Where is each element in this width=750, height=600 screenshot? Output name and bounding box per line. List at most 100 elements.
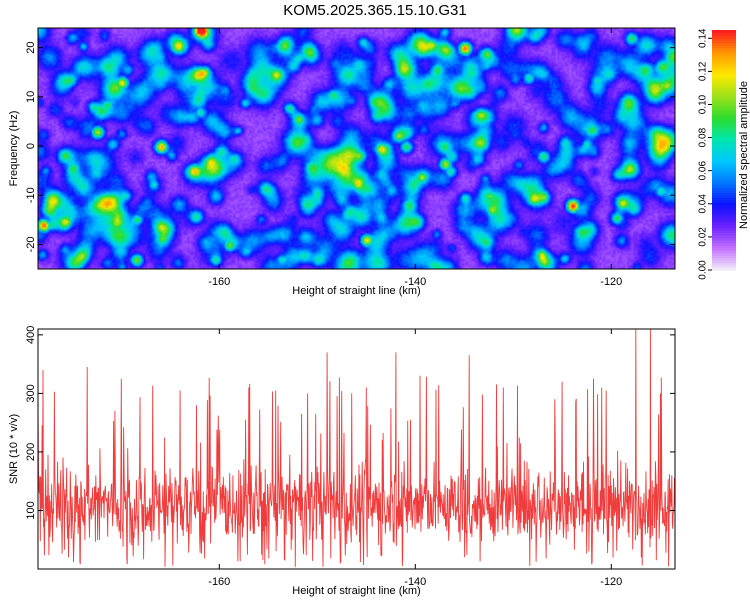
- colorbar-swatch: [712, 107, 736, 111]
- y-axis-label: SNR (10 * v/v): [8, 414, 20, 484]
- colorbar-swatch: [712, 52, 736, 56]
- colorbar-swatch: [712, 142, 736, 146]
- colorbar-swatch: [712, 127, 736, 131]
- x-tick-label: -120: [600, 276, 622, 288]
- colorbar-swatch: [712, 217, 736, 221]
- colorbar-swatch: [712, 237, 736, 241]
- colorbar-swatch: [712, 262, 736, 266]
- colorbar-swatch: [712, 235, 736, 239]
- colorbar-tick-label: 0.08: [698, 127, 709, 147]
- y-axis-label: Frequency (Hz): [8, 111, 20, 187]
- colorbar-swatch: [712, 220, 736, 224]
- colorbar-swatch: [712, 177, 736, 181]
- colorbar-swatch: [712, 180, 736, 184]
- colorbar-swatch: [712, 250, 736, 254]
- x-tick-label: -160: [208, 576, 230, 588]
- colorbar-swatch: [712, 212, 736, 216]
- colorbar-swatch: [712, 190, 736, 194]
- colorbar-swatch: [712, 55, 736, 59]
- colorbar-tick-label: 0.06: [698, 161, 709, 181]
- colorbar-swatch: [712, 137, 736, 141]
- colorbar-swatch: [712, 167, 736, 171]
- colorbar-swatch: [712, 105, 736, 109]
- colorbar-swatch: [712, 225, 736, 229]
- x-tick-label: -160: [208, 276, 230, 288]
- chart-title: KOM5.2025.365.15.10.G31: [283, 2, 467, 19]
- colorbar-swatch: [712, 122, 736, 126]
- x-axis-label: Height of straight line (km): [292, 585, 420, 597]
- colorbar-swatch: [712, 37, 736, 41]
- colorbar-swatch: [712, 75, 736, 79]
- colorbar-swatch: [712, 172, 736, 176]
- colorbar-swatch: [712, 230, 736, 234]
- colorbar-swatch: [712, 110, 736, 114]
- colorbar-swatch: [712, 100, 736, 104]
- colorbar-swatch: [712, 165, 736, 169]
- colorbar-tick-label: 0.04: [698, 194, 709, 214]
- colorbar-tick-label: 0.00: [698, 260, 709, 280]
- snr-frame: [37, 328, 676, 570]
- spectrogram-image: [38, 28, 675, 269]
- colorbar-swatch: [712, 130, 736, 134]
- colorbar-tick-label: 0.02: [698, 227, 709, 247]
- colorbar-swatch: [712, 35, 736, 39]
- colorbar-swatch: [712, 175, 736, 179]
- colorbar-swatch: [712, 90, 736, 94]
- colorbar-swatch: [712, 77, 736, 81]
- colorbar-swatch: [712, 95, 736, 99]
- colorbar-swatch: [712, 112, 736, 116]
- colorbar-swatch: [712, 65, 736, 69]
- colorbar-swatch: [712, 202, 736, 206]
- colorbar-swatch: [712, 62, 736, 66]
- colorbar-swatch: [712, 60, 736, 64]
- colorbar-label: Normalized spectral amplitude: [738, 81, 750, 229]
- colorbar-swatch: [712, 240, 736, 244]
- colorbar-swatch: [712, 92, 736, 96]
- colorbar-swatch: [712, 87, 736, 91]
- colorbar-swatch: [712, 200, 736, 204]
- y-tick-label: 200: [25, 443, 37, 461]
- colorbar-swatch: [712, 155, 736, 159]
- colorbar-swatch: [712, 42, 736, 46]
- colorbar-swatch: [712, 117, 736, 121]
- spectrogram-frame: [37, 27, 676, 270]
- colorbar-swatch: [712, 267, 736, 271]
- x-tick-label: -140: [404, 576, 426, 588]
- colorbar-swatch: [712, 135, 736, 139]
- colorbar-swatch: [712, 207, 736, 211]
- y-tick-label: 300: [25, 384, 37, 402]
- colorbar-swatch: [712, 160, 736, 164]
- colorbar-tick-label: 0.14: [698, 28, 709, 48]
- colorbar-swatch: [712, 40, 736, 44]
- colorbar-swatch: [712, 197, 736, 201]
- colorbar-swatch: [712, 157, 736, 161]
- colorbar-swatch: [712, 125, 736, 129]
- colorbar-tick-label: 0.12: [698, 61, 709, 81]
- colorbar-swatch: [712, 152, 736, 156]
- colorbar-swatch: [712, 82, 736, 86]
- y-tick-label: -20: [25, 236, 37, 252]
- colorbar-swatch: [712, 80, 736, 84]
- y-tick-label: 400: [25, 326, 37, 344]
- colorbar: 0.00 0.02 0.04 0.06 0.08 0.10 0.12 0.14 Normaliz…: [698, 28, 750, 280]
- colorbar-swatch: [712, 150, 736, 154]
- colorbar-swatch: [712, 192, 736, 196]
- x-tick-label: -140: [404, 276, 426, 288]
- colorbar-swatch: [712, 227, 736, 231]
- colorbar-swatch: [712, 215, 736, 219]
- colorbar-swatch: [712, 222, 736, 226]
- y-tick-label: 100: [25, 501, 37, 519]
- colorbar-swatch: [712, 102, 736, 106]
- y-tick-label: -10: [25, 187, 37, 203]
- snr-line: [37, 328, 675, 567]
- colorbar-swatch: [712, 205, 736, 209]
- colorbar-swatch: [712, 260, 736, 264]
- y-tick-label: 10: [25, 91, 37, 103]
- colorbar-swatch: [712, 255, 736, 259]
- y-tick-label: 0: [25, 143, 37, 149]
- colorbar-swatch: [712, 30, 736, 34]
- y-tick-label: 20: [25, 42, 37, 54]
- colorbar-swatch: [712, 185, 736, 189]
- colorbar-swatch: [712, 182, 736, 186]
